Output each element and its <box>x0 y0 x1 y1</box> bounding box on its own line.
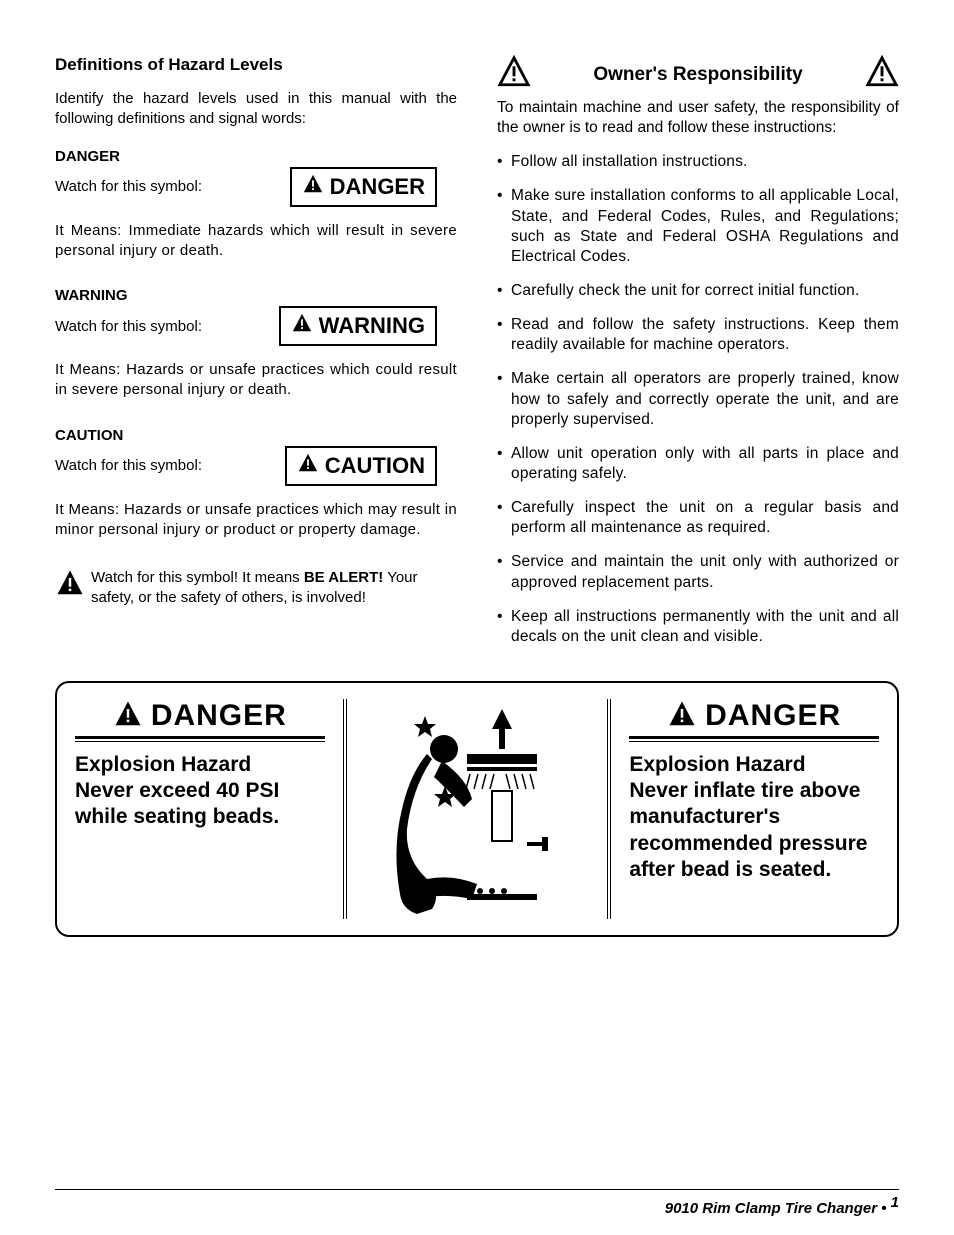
be-alert-bold: BE ALERT! <box>304 569 383 586</box>
hazard-caution: CAUTION Watch for this symbol: CAUTION I… <box>55 427 457 541</box>
alert-icon <box>302 173 324 201</box>
danger-body-left: Explosion Hazard Never exceed 40 PSI whi… <box>75 752 325 831</box>
right-column: Owner's Responsibility To maintain machi… <box>497 55 899 661</box>
hazard-name-caution: CAUTION <box>55 427 457 444</box>
warning-meaning: It Means: Hazards or unsafe practices wh… <box>55 360 457 401</box>
watch-text: Watch for this symbol: <box>55 178 202 195</box>
watch-text: Watch for this symbol: <box>55 457 202 474</box>
caution-meaning: It Means: Hazards or unsafe practices wh… <box>55 500 457 541</box>
list-item: Follow all installation instructions. <box>497 152 899 172</box>
alert-icon <box>497 55 531 94</box>
hazard-name-danger: DANGER <box>55 148 457 165</box>
alert-icon <box>291 312 313 340</box>
danger-panel: DANGER Explosion Hazard Never exceed 40 … <box>55 681 899 937</box>
owner-resp-header: Owner's Responsibility <box>497 55 899 94</box>
responsibility-list: Follow all installation instructions. Ma… <box>497 152 899 647</box>
hazard-levels-heading: Definitions of Hazard Levels <box>55 55 457 75</box>
hazard-name-warning: WARNING <box>55 287 457 304</box>
danger-meaning: It Means: Immediate hazards which will r… <box>55 221 457 262</box>
footer-product: 9010 Rim Clamp Tire Changer <box>665 1200 877 1217</box>
danger-pictogram <box>365 699 590 919</box>
alert-icon <box>297 452 319 480</box>
alert-icon <box>55 568 85 604</box>
danger-body-right: Explosion Hazard Never inflate tire abov… <box>629 752 879 883</box>
alert-icon <box>667 699 697 734</box>
hazard-levels-intro: Identify the hazard levels used in this … <box>55 89 457 130</box>
list-item: Service and maintain the unit only with … <box>497 552 899 592</box>
alert-icon <box>865 55 899 94</box>
footer-page: 1 <box>891 1194 899 1211</box>
be-alert-prefix: Watch for this symbol! It means <box>91 569 304 586</box>
divider <box>607 699 611 919</box>
danger-box: DANGER <box>290 167 437 207</box>
owner-resp-intro: To maintain machine and user safety, the… <box>497 98 899 138</box>
divider <box>343 699 347 919</box>
list-item: Read and follow the safety instructions.… <box>497 315 899 355</box>
footer-bullet: • <box>881 1200 890 1217</box>
owner-resp-heading: Owner's Responsibility <box>543 64 853 86</box>
be-alert-text: Watch for this symbol! It means BE ALERT… <box>91 568 457 609</box>
list-item: Carefully check the unit for correct ini… <box>497 281 899 301</box>
explosion-pictogram-svg <box>372 699 582 919</box>
danger-box-label: DANGER <box>330 174 425 200</box>
watch-row-warning: Watch for this symbol: WARNING <box>55 306 457 346</box>
warning-box: WARNING <box>279 306 437 346</box>
hazard-danger: DANGER Watch for this symbol: DANGER It … <box>55 148 457 262</box>
list-item: Make certain all operators are properly … <box>497 369 899 429</box>
left-column: Definitions of Hazard Levels Identify th… <box>55 55 457 661</box>
list-item: Carefully inspect the unit on a regular … <box>497 498 899 538</box>
watch-text: Watch for this symbol: <box>55 318 202 335</box>
danger-panel-right: DANGER Explosion Hazard Never inflate ti… <box>629 699 879 919</box>
list-item: Allow unit operation only with all parts… <box>497 444 899 484</box>
warning-box-label: WARNING <box>319 313 425 339</box>
danger-title: DANGER <box>151 699 287 733</box>
hazard-warning: WARNING Watch for this symbol: WARNING I… <box>55 287 457 401</box>
page-footer: 9010 Rim Clamp Tire Changer • 1 <box>55 1189 899 1217</box>
watch-row-caution: Watch for this symbol: CAUTION <box>55 446 457 486</box>
caution-box-label: CAUTION <box>325 453 425 479</box>
caution-box: CAUTION <box>285 446 437 486</box>
danger-title-row: DANGER <box>629 699 879 739</box>
watch-row-danger: Watch for this symbol: DANGER <box>55 167 457 207</box>
rule <box>75 741 325 742</box>
danger-panel-left: DANGER Explosion Hazard Never exceed 40 … <box>75 699 325 919</box>
list-item: Keep all instructions permanently with t… <box>497 607 899 647</box>
danger-title: DANGER <box>705 699 841 733</box>
danger-title-row: DANGER <box>75 699 325 739</box>
rule <box>629 741 879 742</box>
alert-icon <box>113 699 143 734</box>
list-item: Make sure installation conforms to all a… <box>497 186 899 267</box>
be-alert-row: Watch for this symbol! It means BE ALERT… <box>55 568 457 609</box>
main-columns: Definitions of Hazard Levels Identify th… <box>55 55 899 661</box>
